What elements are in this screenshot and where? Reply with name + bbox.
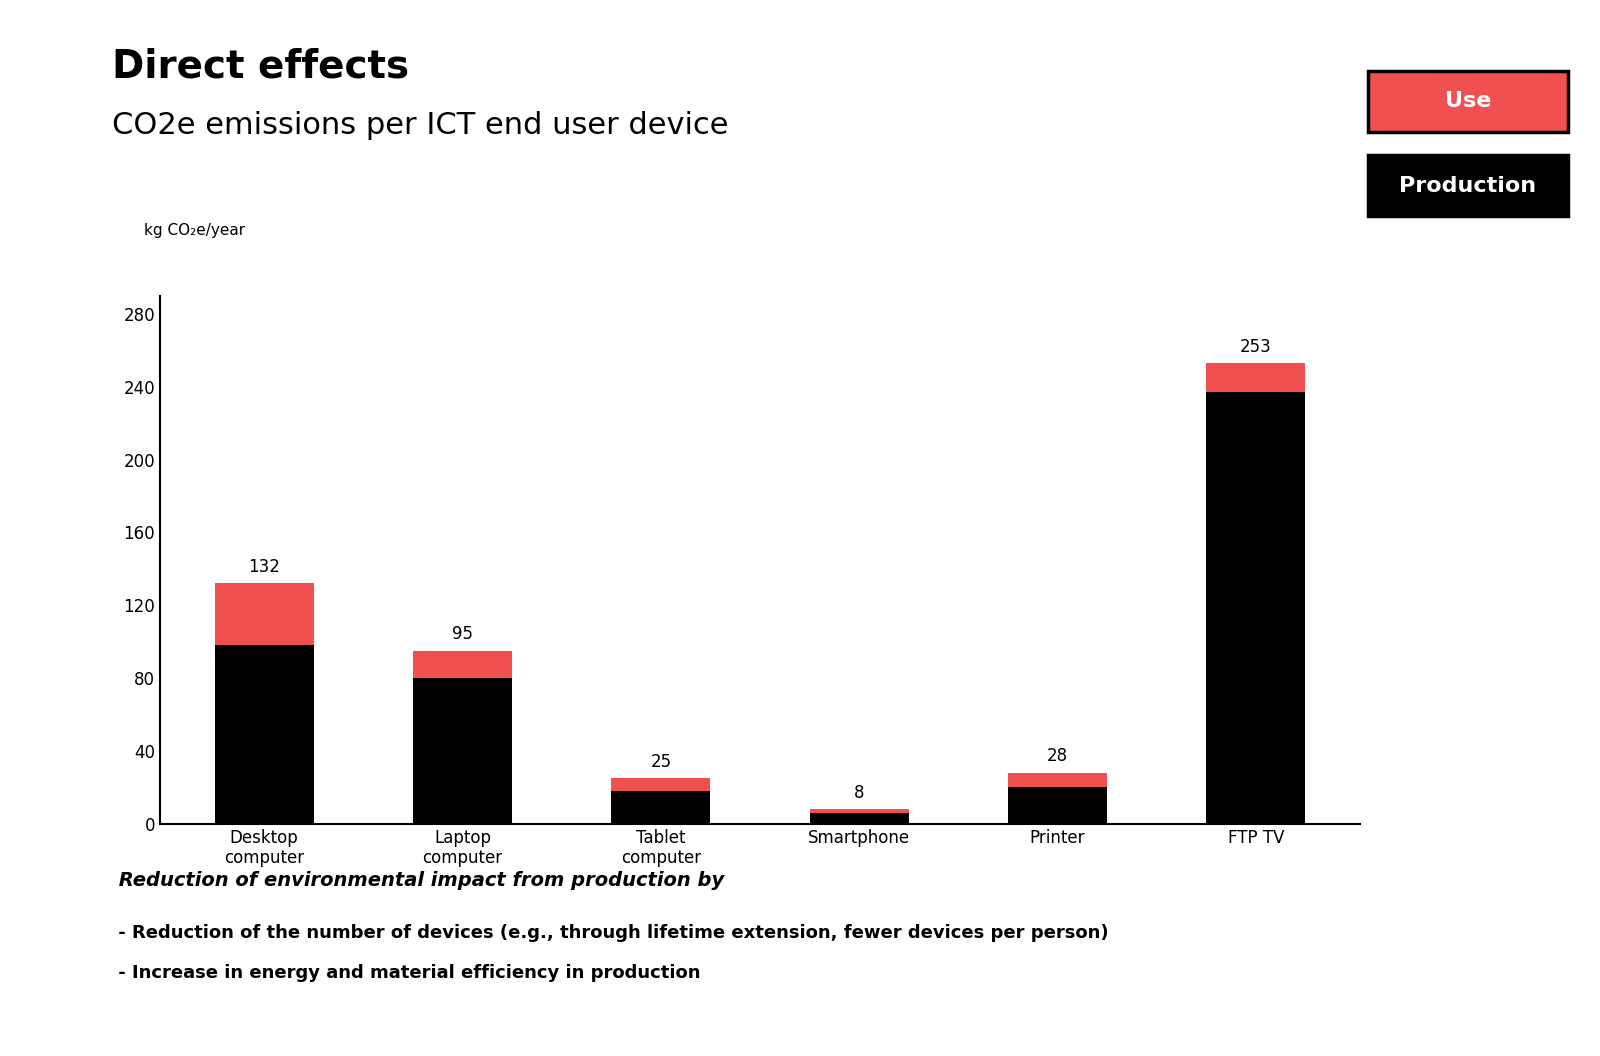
Bar	[214, 645, 314, 824]
Bar	[214, 583, 314, 645]
Bar	[1206, 392, 1306, 824]
Text: Production: Production	[1400, 176, 1536, 195]
Text: 132: 132	[248, 558, 280, 577]
Bar	[413, 678, 512, 824]
Bar	[611, 778, 710, 791]
Text: Use: Use	[1445, 92, 1491, 111]
Text: 253: 253	[1240, 338, 1272, 356]
Bar	[810, 813, 909, 824]
Bar	[611, 791, 710, 824]
Text: - Reduction of the number of devices (e.g., through lifetime extension, fewer de: - Reduction of the number of devices (e.…	[112, 924, 1109, 942]
Text: 25: 25	[650, 753, 672, 771]
Bar	[413, 650, 512, 678]
Bar	[1008, 773, 1107, 788]
Text: CO2e emissions per ICT end user device: CO2e emissions per ICT end user device	[112, 111, 728, 139]
Text: 28: 28	[1046, 748, 1069, 766]
Text: - Increase in energy and material efficiency in production: - Increase in energy and material effici…	[112, 964, 701, 982]
Text: Direct effects: Direct effects	[112, 48, 410, 86]
Bar	[810, 809, 909, 813]
Text: 95: 95	[451, 625, 474, 643]
Text: kg CO₂e/year: kg CO₂e/year	[144, 223, 245, 238]
Bar	[1008, 788, 1107, 824]
Text: Reduction of environmental impact from production by: Reduction of environmental impact from p…	[112, 871, 725, 890]
Bar	[1206, 363, 1306, 392]
Text: 8: 8	[854, 784, 864, 802]
